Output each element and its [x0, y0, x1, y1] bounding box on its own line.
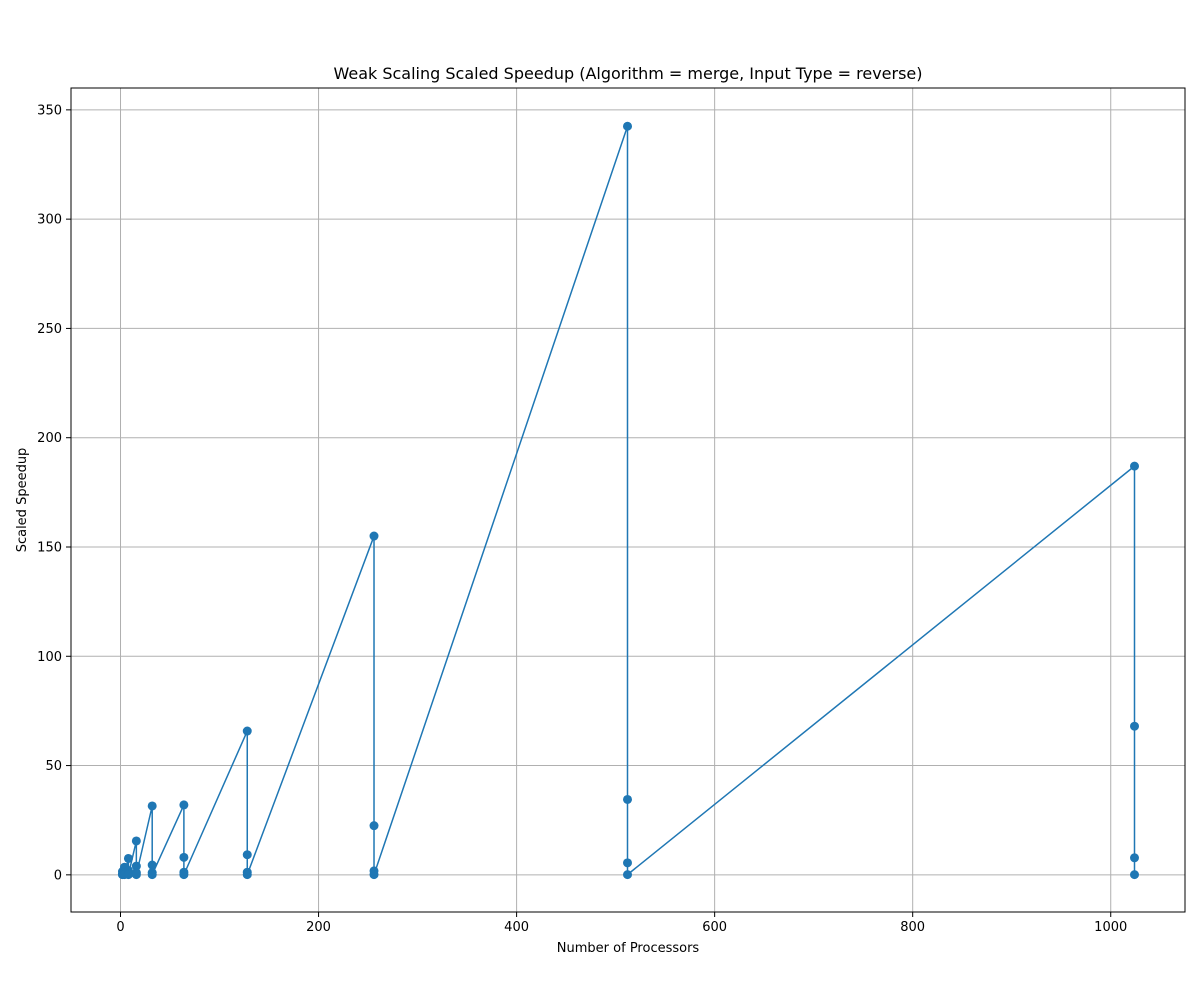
- x-tick-label: 0: [116, 920, 124, 935]
- x-tick-label: 1000: [1094, 920, 1127, 935]
- series-layer: [117, 121, 1139, 880]
- data-point: [623, 794, 632, 804]
- data-point: [623, 121, 632, 131]
- data-point: [623, 870, 632, 880]
- y-tick-label: 300: [37, 213, 62, 228]
- data-point: [623, 858, 632, 868]
- data-point: [123, 870, 133, 880]
- data-point: [131, 836, 141, 846]
- y-tick-label: 150: [37, 540, 62, 555]
- y-tick-label: 200: [37, 431, 62, 446]
- y-tick-label: 50: [45, 759, 62, 774]
- data-point: [147, 860, 157, 870]
- data-point: [179, 800, 189, 810]
- x-axis-label: Number of Processors: [557, 941, 700, 956]
- ticks: 0 200 400 600 800 1000 0 50 100 150 200 250 300 350: [37, 103, 1127, 935]
- data-point: [242, 870, 252, 880]
- x-tick-label: 400: [504, 920, 529, 935]
- data-point: [147, 801, 157, 811]
- x-tick-label: 200: [306, 920, 331, 935]
- data-point: [131, 870, 141, 880]
- data-point: [179, 852, 189, 862]
- chart-title: Weak Scaling Scaled Speedup (Algorithm =…: [333, 64, 922, 83]
- data-point: [179, 870, 189, 880]
- x-tick-label: 800: [900, 920, 925, 935]
- y-tick-label: 250: [37, 322, 62, 337]
- data-point: [123, 853, 133, 863]
- x-tick-label: 600: [702, 920, 727, 935]
- series-line: [121, 125, 1136, 876]
- data-point: [147, 870, 157, 880]
- data-point: [369, 821, 379, 831]
- data-point: [131, 861, 141, 871]
- data-point: [369, 531, 379, 541]
- data-point: [1130, 461, 1139, 471]
- y-tick-label: 100: [37, 650, 62, 665]
- data-point: [1130, 853, 1139, 863]
- data-point: [369, 870, 379, 880]
- y-tick-label: 0: [54, 868, 62, 883]
- plot-frame: [70, 87, 1186, 913]
- data-point: [1130, 721, 1139, 731]
- data-point: [242, 850, 252, 860]
- y-axis-label: Scaled Speedup: [15, 448, 30, 553]
- data-point: [242, 726, 252, 736]
- y-tick-label: 350: [37, 103, 62, 118]
- data-point: [1130, 870, 1139, 880]
